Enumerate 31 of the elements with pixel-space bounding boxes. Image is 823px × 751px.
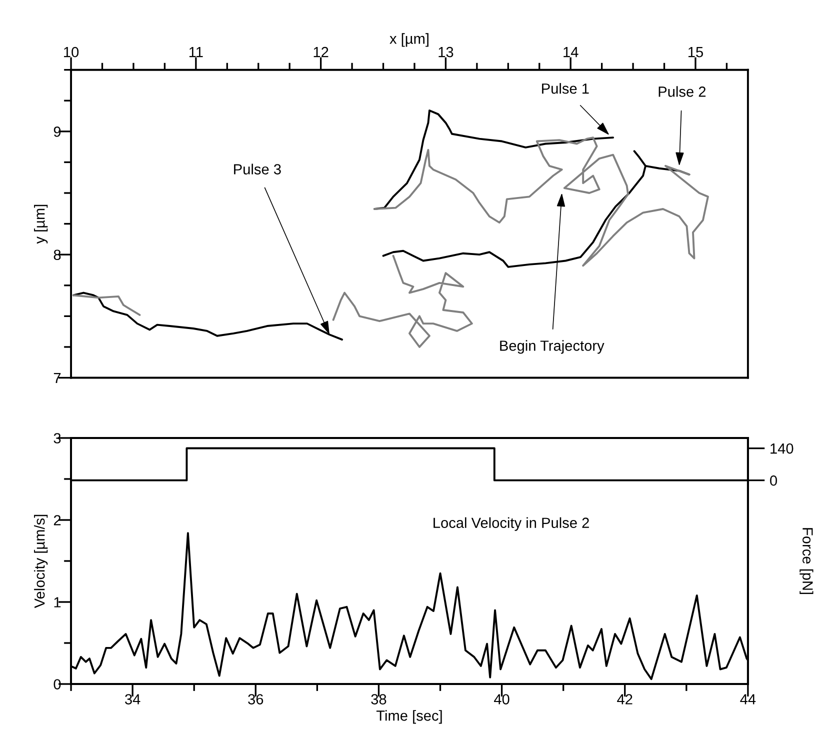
y-tick-label: 2 — [54, 515, 61, 526]
y-tick-label: 7 — [54, 373, 61, 384]
x-axis-title: x [µm] — [390, 33, 428, 47]
x-tick-label: 11 — [189, 47, 203, 58]
y-tick-label: 0 — [54, 679, 61, 690]
y-tick-label: 8 — [54, 250, 61, 260]
annotation: Local Velocity in Pulse 2 — [434, 517, 589, 531]
annotation: Pulse 1 — [542, 83, 589, 94]
x-tick-label: 34 — [125, 694, 140, 704]
x-tick-label: 13 — [438, 46, 454, 58]
x-tick-label: 40 — [494, 694, 510, 704]
x-tick-label: 44 — [740, 694, 756, 704]
y-axis-title: Velocity [µm/s] — [34, 514, 48, 608]
y-tick-label: 1 — [54, 597, 61, 608]
y2-axis-title: Force [pN] — [800, 528, 814, 594]
annotation: Pulse 2 — [658, 86, 706, 97]
annotation: Begin Trajectory — [500, 340, 604, 354]
y-tick-label: 3 — [54, 433, 61, 444]
y-axis-title: y [µm] — [34, 204, 48, 244]
x-tick-label: 36 — [248, 694, 264, 704]
y2-tick-label: 140 — [770, 443, 794, 454]
annotation: Pulse 3 — [234, 164, 281, 174]
x-axis-title: Time [sec] — [376, 710, 442, 724]
x-tick-label: 12 — [314, 46, 328, 58]
y-tick-label: 9 — [54, 126, 61, 137]
x-tick-label: 15 — [688, 47, 703, 58]
x-tick-label: 38 — [371, 694, 386, 704]
x-tick-label: 42 — [617, 694, 632, 704]
x-tick-label: 10 — [64, 46, 79, 58]
y2-tick-label: 0 — [770, 475, 778, 486]
x-tick-label: 14 — [564, 47, 578, 58]
